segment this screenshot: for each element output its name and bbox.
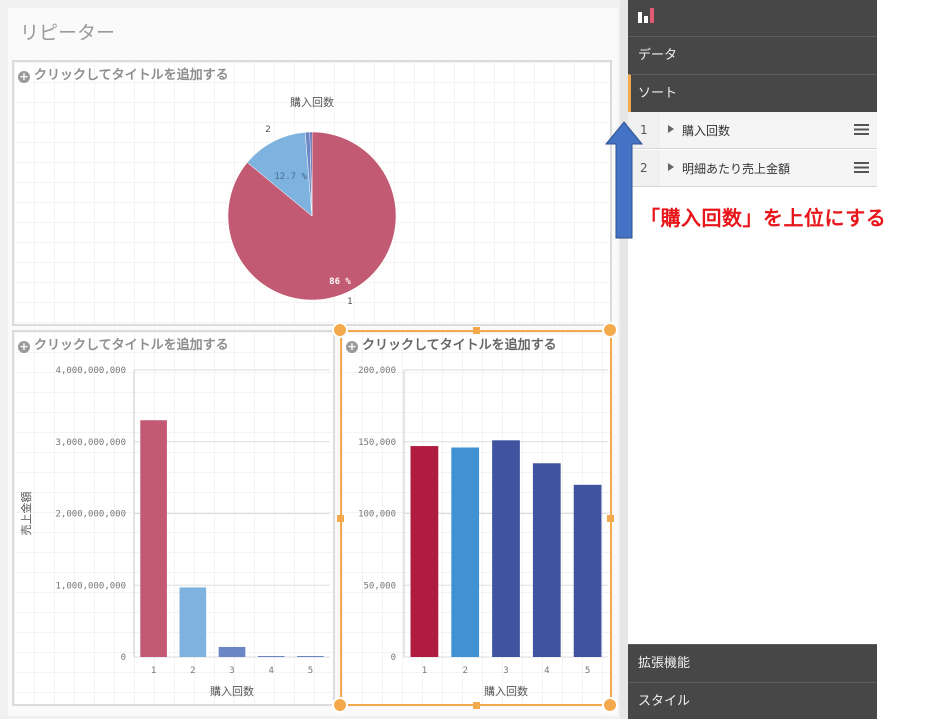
resize-handle-bottom-right[interactable]	[602, 697, 618, 713]
sales-x-tick-label: 4	[268, 666, 273, 676]
panel-section-data[interactable]: データ	[628, 36, 877, 74]
pie-category-label: 1	[347, 297, 353, 307]
panel-scrollbar[interactable]	[620, 0, 628, 719]
bar-chart-avg-title-placeholder[interactable]: + クリックしてタイトルを追加する	[346, 334, 557, 353]
add-icon: +	[18, 70, 30, 83]
pie-chart-object[interactable]: + クリックしてタイトルを追加する 購入回数 86 % 1 12.7 % 2	[12, 60, 612, 326]
bar-chart-icon	[638, 8, 654, 23]
add-icon: +	[18, 340, 30, 353]
add-icon: +	[346, 340, 358, 353]
bar-chart-avg[interactable]: 0 50,000 100,000 150,000 200,000 1 2 3 4 5 購入回数	[342, 332, 610, 704]
avg-x-tick-label: 4	[544, 666, 549, 676]
sort-item-label: 購入回数	[682, 124, 731, 138]
sales-y-tick-label: 4,000,000,000	[56, 366, 126, 376]
sort-item-label: 明細あたり売上金額	[682, 162, 791, 176]
avg-bar-4	[532, 463, 561, 657]
bar-chart-sales[interactable]: 0 1,000,000,000 2,000,000,000 3,000,000,000…	[14, 332, 333, 704]
sales-bar-2	[179, 587, 207, 657]
bar-chart-avg-object[interactable]: + クリックしてタイトルを追加する 0 50,000 100,000 150,000 20…	[340, 330, 612, 706]
sort-item-2[interactable]: 2 明細あたり売上金額	[628, 150, 877, 187]
resize-handle-top-left[interactable]	[332, 322, 348, 338]
avg-bar-3	[492, 440, 520, 657]
panel-section-extensions[interactable]: 拡張機能	[628, 644, 877, 682]
sort-item-body[interactable]: 明細あたり売上金額	[660, 150, 877, 186]
avg-x-tick-label: 1	[422, 666, 427, 676]
drag-handle-icon[interactable]	[854, 124, 869, 135]
sales-x-axis-label: 購入回数	[210, 684, 254, 698]
pie-chart-heading: 購入回数	[290, 95, 334, 109]
avg-x-axis-label: 購入回数	[484, 684, 528, 698]
sales-y-tick-label: 3,000,000,000	[56, 438, 126, 448]
sort-item-1[interactable]: 1 購入回数	[628, 112, 877, 149]
bar-chart-sales-object[interactable]: + クリックしてタイトルを追加する 0 1,000,000,000 2,000,000…	[12, 330, 335, 706]
sales-y-tick-label: 2,000,000,000	[56, 510, 126, 520]
resize-handle-bottom[interactable]	[473, 702, 480, 709]
sort-item-number: 2	[640, 161, 648, 175]
avg-y-tick-label: 0	[391, 653, 396, 663]
avg-x-tick-label: 3	[503, 666, 508, 676]
expand-caret-icon[interactable]	[668, 163, 674, 171]
avg-bar-2	[451, 447, 480, 657]
sales-x-tick-label: 1	[151, 666, 156, 676]
avg-x-tick-label: 5	[585, 666, 590, 676]
resize-handle-right[interactable]	[607, 515, 614, 522]
bar-chart-sales-title-placeholder[interactable]: + クリックしてタイトルを追加する	[18, 334, 229, 353]
pie-value-label: 86 %	[329, 277, 351, 287]
pie-slice-2	[246, 132, 313, 217]
sales-x-tick-label: 2	[190, 666, 195, 676]
sales-x-tick-label: 3	[229, 666, 234, 676]
sales-bar-1	[140, 420, 167, 657]
avg-x-tick-label: 2	[462, 666, 467, 676]
expand-caret-icon[interactable]	[668, 125, 674, 133]
sort-item-body[interactable]: 購入回数	[660, 112, 877, 148]
pie-slice-small-3	[309, 131, 313, 217]
avg-y-tick-label: 50,000	[363, 581, 396, 591]
pie-value-label: 12.7 %	[274, 172, 307, 182]
drag-handle-icon[interactable]	[854, 162, 869, 173]
pie-chart[interactable]: 購入回数 86 % 1 12.7 % 2	[14, 62, 610, 324]
avg-y-tick-label: 100,000	[358, 510, 396, 520]
panel-section-sort[interactable]: ソート	[628, 74, 877, 112]
title-placeholder-text: クリックしてタイトルを追加する	[362, 338, 557, 353]
sheet-canvas: リピーター + クリックしてタイトルを追加する 購入回数 86 % 1 12.7 % 2 …	[0, 0, 620, 719]
sales-bar-3	[218, 646, 246, 657]
avg-y-tick-label: 150,000	[358, 438, 396, 448]
pie-category-label: 2	[265, 125, 271, 135]
title-placeholder-text: クリックしてタイトルを追加する	[34, 68, 229, 83]
properties-panel: データ ソート 1 購入回数 2 明細あたり売上金額 拡張機能 スタイル	[628, 0, 925, 719]
sales-y-axis-label: 売上金額	[19, 492, 33, 536]
sort-item-number: 1	[640, 123, 648, 137]
up-arrow-icon	[604, 121, 644, 239]
avg-bar-5	[573, 484, 602, 657]
pie-chart-title-placeholder[interactable]: + クリックしてタイトルを追加する	[18, 64, 229, 83]
sales-bar-4	[257, 656, 285, 657]
sales-x-tick-label: 5	[308, 666, 313, 676]
panel-header	[628, 0, 877, 36]
title-placeholder-text: クリックしてタイトルを追加する	[34, 338, 229, 353]
annotation-text: 「購入回数」を上位にする	[640, 206, 887, 230]
resize-handle-left[interactable]	[337, 515, 344, 522]
panel-section-style[interactable]: スタイル	[628, 682, 877, 719]
resize-handle-bottom-left[interactable]	[332, 697, 348, 713]
sales-y-tick-label: 0	[121, 653, 126, 663]
resize-handle-top[interactable]	[473, 327, 480, 334]
sales-y-tick-label: 1,000,000,000	[56, 581, 126, 591]
sheet-title[interactable]: リピーター	[20, 22, 116, 44]
sales-bar-5	[297, 656, 324, 657]
resize-handle-top-right[interactable]	[602, 322, 618, 338]
avg-bar-1	[410, 446, 439, 657]
avg-y-tick-label: 200,000	[358, 366, 396, 376]
